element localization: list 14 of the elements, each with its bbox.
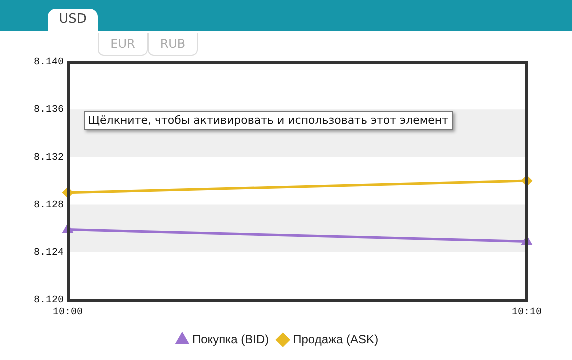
text: RUB [148,33,198,56]
legend-label: Продажа (ASK) [293,332,379,346]
text: EUR [98,33,148,56]
y-tick-label: 8.136 [34,105,64,116]
annotation: Щёлкните, чтобы активировать и использовать этот элемент [84,111,453,130]
x-tick-label: 10:00 [52,308,84,319]
y-tick-label: 8.140 [34,58,64,69]
y-tick-label: 8.132 [34,152,64,164]
legend-label: Покупка (BID) [192,332,270,346]
y-tick-label: 8.120 [34,296,64,307]
x-tick-label: 10:10 [512,308,542,319]
chart-title: USD [48,9,98,33]
y-tick-label: 8.124 [34,248,64,260]
y-tick-label: 8.128 [34,200,64,212]
